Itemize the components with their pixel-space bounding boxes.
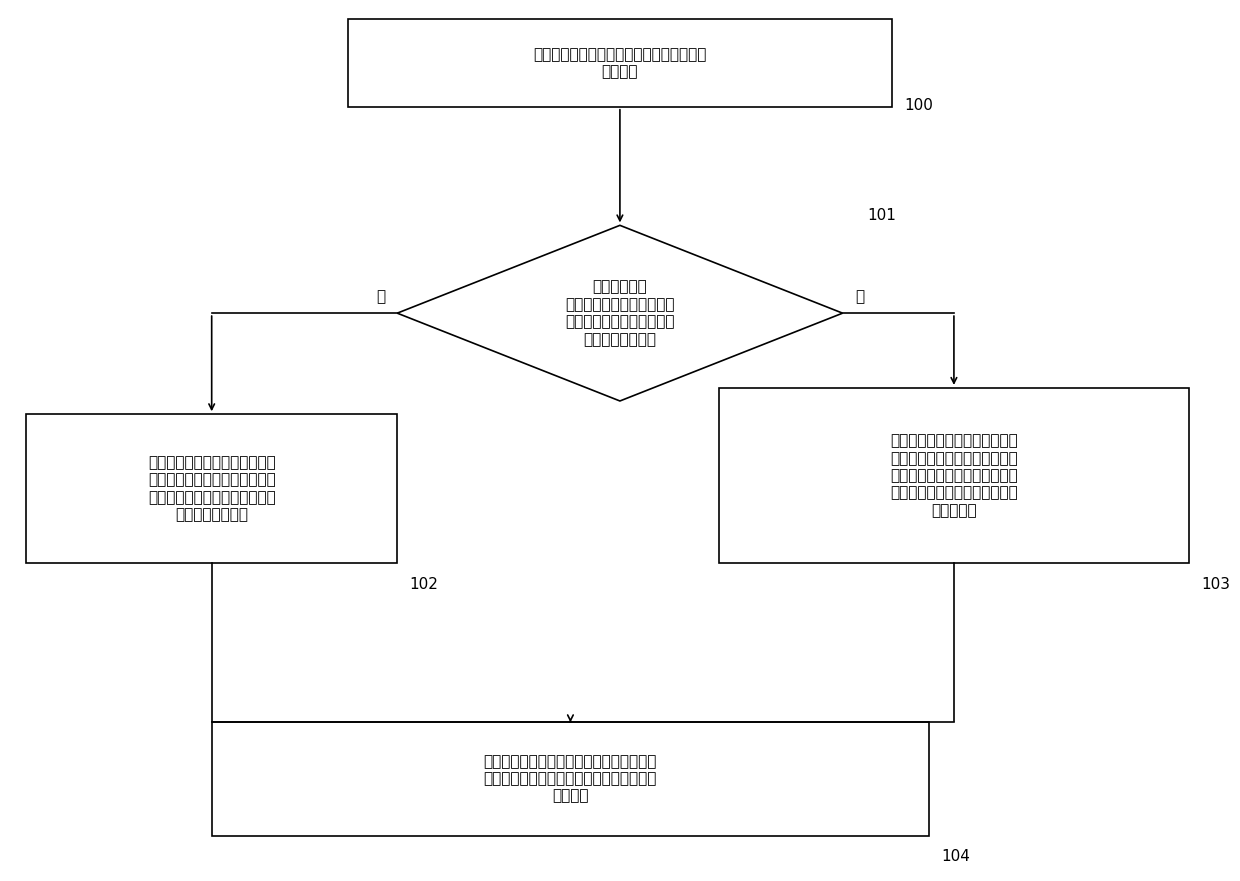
FancyBboxPatch shape xyxy=(26,414,397,564)
Text: 否: 否 xyxy=(854,289,864,304)
FancyBboxPatch shape xyxy=(212,722,929,836)
Text: 解码设备根据频域信号预定频带
范围内的激励信号和预设的带宽
扩展频带的起始频点预测带宽扩
展频带的激励信号: 解码设备根据频域信号预定频带 范围内的激励信号和预设的带宽 扩展频带的起始频点预… xyxy=(148,455,275,522)
FancyBboxPatch shape xyxy=(719,388,1189,564)
Text: 103: 103 xyxy=(1202,577,1230,592)
Text: 解码设备根据频域信号预定频带
范围内的激励信号、预设的带宽
扩展频带的起始频点和有比特分
配的最高频点预测带宽扩展频带
的激励信号: 解码设备根据频域信号预定频带 范围内的激励信号、预设的带宽 扩展频带的起始频点和… xyxy=(890,433,1018,518)
Text: 解码设备解复用接收到的比特流，解码得到
频域信号: 解码设备解复用接收到的比特流，解码得到 频域信号 xyxy=(533,47,707,79)
Text: 解码设备根据预测的带宽扩展频带的激励信
号和带宽扩展频带的频域包络预测带宽扩展
频带信号: 解码设备根据预测的带宽扩展频带的激励信 号和带宽扩展频带的频域包络预测带宽扩展 … xyxy=(484,754,657,803)
Text: 解码设备判断
频域信号有比特分配的最高
频点是否小于预设的带宽扩
展频带的起始频点: 解码设备判断 频域信号有比特分配的最高 频点是否小于预设的带宽扩 展频带的起始频… xyxy=(565,279,675,347)
Text: 是: 是 xyxy=(376,289,384,304)
Text: 101: 101 xyxy=(867,208,897,223)
FancyBboxPatch shape xyxy=(347,19,892,107)
Text: 104: 104 xyxy=(941,849,971,864)
Text: 100: 100 xyxy=(904,98,934,113)
Polygon shape xyxy=(397,226,843,401)
Text: 102: 102 xyxy=(409,577,439,592)
